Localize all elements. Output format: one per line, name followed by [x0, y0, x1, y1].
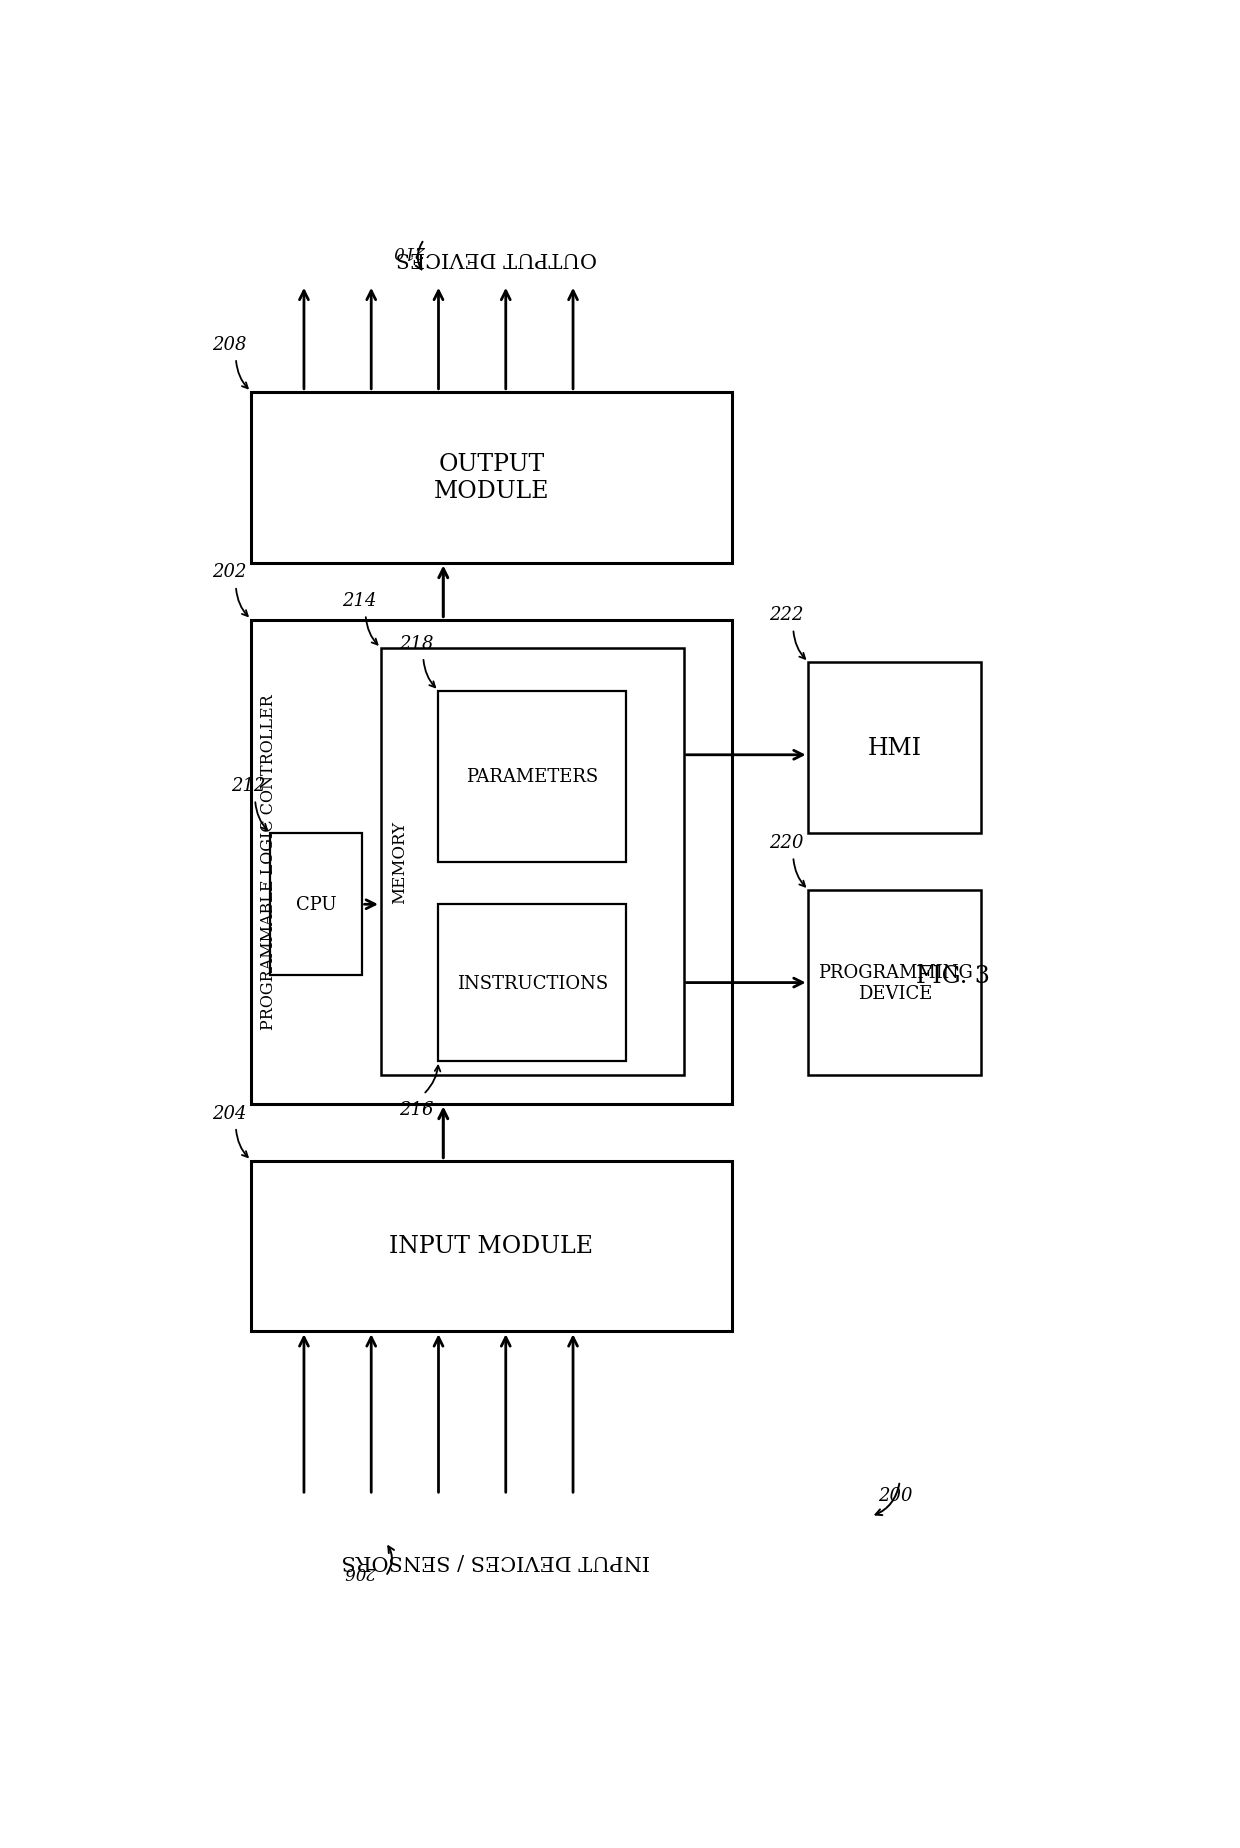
Text: 222: 222 [770, 606, 804, 625]
Bar [439, 906, 626, 1061]
Bar [808, 891, 982, 1076]
Text: 212: 212 [232, 776, 265, 795]
Bar [439, 691, 626, 861]
Text: PARAMETERS: PARAMETERS [466, 767, 599, 785]
Text: PROGRAMMABLE LOGIC CONTROLLER: PROGRAMMABLE LOGIC CONTROLLER [260, 695, 277, 1029]
Text: CPU: CPU [295, 896, 336, 913]
Bar [250, 621, 732, 1103]
Text: OUTPUT
MODULE: OUTPUT MODULE [434, 453, 549, 503]
Text: 214: 214 [342, 591, 377, 610]
Text: OUTPUT DEVICES: OUTPUT DEVICES [396, 248, 596, 266]
Bar [250, 1161, 732, 1332]
Text: 218: 218 [399, 634, 434, 652]
Text: 202: 202 [212, 564, 247, 580]
Text: 216: 216 [399, 1100, 434, 1118]
Bar [270, 833, 362, 976]
Text: MEMORY: MEMORY [392, 821, 408, 904]
Bar [250, 392, 732, 564]
Text: 204: 204 [212, 1103, 247, 1122]
Text: FIG. 3: FIG. 3 [915, 965, 990, 987]
Text: INPUT DEVICES / SENSORS: INPUT DEVICES / SENSORS [342, 1550, 651, 1569]
Bar [808, 663, 982, 833]
Bar [381, 649, 683, 1076]
Text: 210: 210 [394, 242, 425, 259]
Text: PROGRAMMING
DEVICE: PROGRAMMING DEVICE [817, 963, 972, 1002]
Text: 220: 220 [770, 833, 804, 852]
Text: 206: 206 [346, 1562, 377, 1580]
Text: INSTRUCTIONS: INSTRUCTIONS [456, 974, 608, 992]
Text: HMI: HMI [868, 737, 923, 760]
Text: 200: 200 [878, 1486, 913, 1504]
Text: INPUT MODULE: INPUT MODULE [389, 1234, 594, 1258]
Text: 208: 208 [212, 336, 247, 353]
